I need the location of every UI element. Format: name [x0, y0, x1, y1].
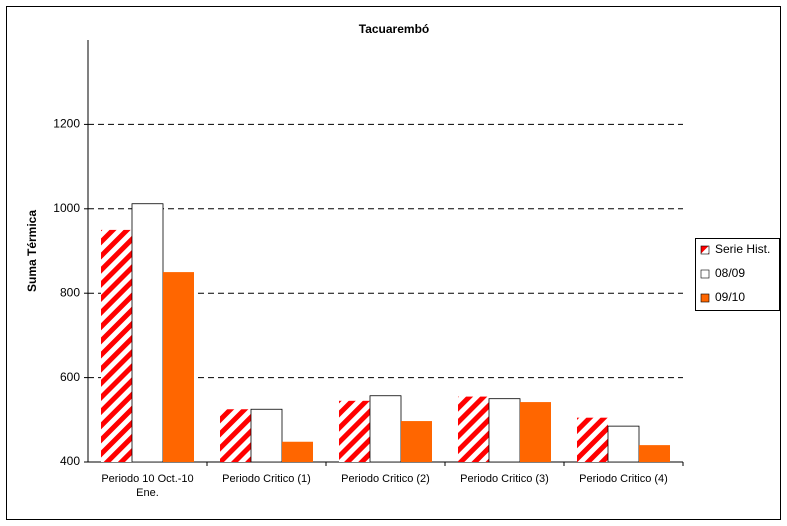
bar	[131, 203, 164, 463]
chart-title: Tacuarembó	[359, 22, 429, 36]
bar	[607, 425, 640, 463]
legend-label: 08/09	[715, 266, 745, 280]
y-tick-label: 600	[60, 370, 80, 384]
bar	[458, 396, 489, 462]
x-tick-label: Periodo Critico (3)	[460, 473, 549, 485]
bar	[369, 395, 402, 463]
bar	[339, 400, 370, 462]
bar	[220, 409, 251, 462]
legend-label: Serie Hist.	[715, 242, 770, 256]
bar	[577, 417, 608, 462]
y-axis-title: Suma Térmica	[25, 210, 39, 292]
y-tick-label: 400	[60, 454, 80, 468]
y-tick-label: 1000	[53, 201, 80, 215]
legend-label: 09/10	[715, 290, 745, 304]
y-tick-label: 800	[60, 285, 80, 299]
bar	[250, 408, 283, 463]
bar	[639, 445, 670, 462]
bar	[163, 272, 194, 462]
bar	[401, 421, 432, 462]
bar	[488, 398, 521, 463]
bar	[520, 402, 551, 462]
bar	[282, 441, 313, 462]
legend-swatch	[700, 293, 710, 303]
x-tick-label: Periodo Critico (1)	[222, 473, 311, 485]
legend-box	[695, 238, 780, 311]
bar	[101, 229, 132, 462]
y-tick-label: 1200	[53, 117, 80, 131]
x-tick-label: Periodo Critico (2)	[341, 473, 430, 485]
legend-swatch	[700, 269, 710, 279]
x-tick-label: Periodo 10 Oct.-10 Ene.	[101, 473, 194, 499]
legend-swatch	[700, 245, 710, 255]
x-tick-label: Periodo Critico (4)	[579, 473, 668, 485]
